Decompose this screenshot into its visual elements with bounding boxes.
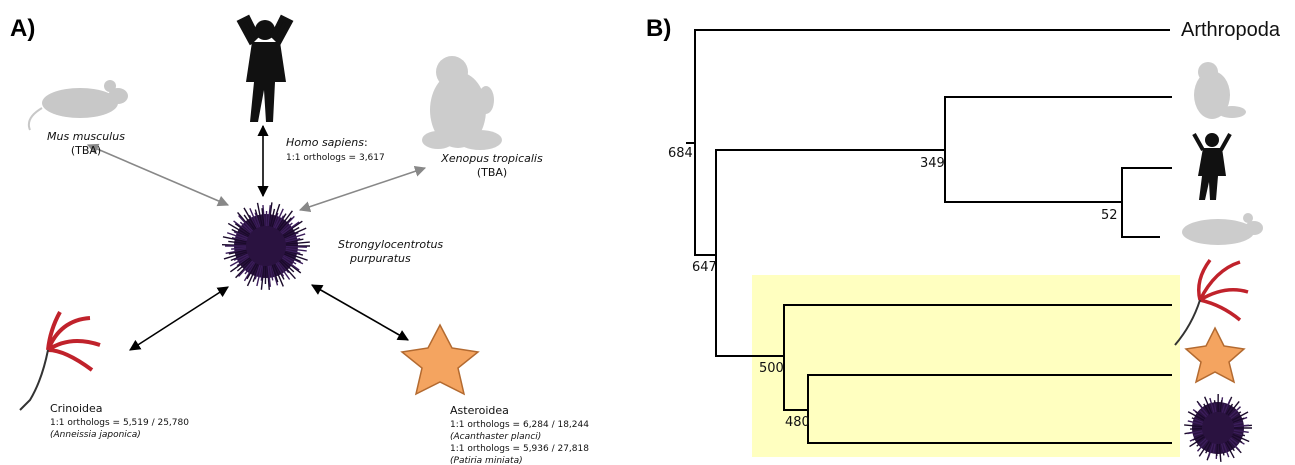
human-icon bbox=[240, 18, 290, 122]
taxon-label: Arthropoda bbox=[1181, 19, 1281, 41]
human-icon bbox=[1194, 133, 1230, 200]
orthologs: 1:1 orthologs = 5,936 / 27,818 bbox=[450, 444, 589, 454]
crinoid-icon bbox=[1175, 260, 1248, 345]
highlight bbox=[752, 275, 1180, 457]
arrow bbox=[300, 168, 425, 210]
group-name: Asteroidea bbox=[450, 404, 509, 417]
urchin-icon bbox=[1184, 394, 1252, 462]
panel-label: A) bbox=[10, 15, 35, 42]
figure: A) Mus musculus (TBA) Homo sapiens: 1:1 … bbox=[0, 0, 1295, 465]
orthologs: 1:1 orthologs = 6,284 / 18,244 bbox=[450, 420, 589, 430]
species-name: (Anneissia japonica) bbox=[50, 430, 141, 440]
panel-label: B) bbox=[646, 15, 671, 42]
group-name: Crinoidea bbox=[50, 402, 103, 415]
urchin-icon bbox=[222, 202, 310, 289]
spine bbox=[222, 245, 246, 246]
support-value: 480 bbox=[785, 415, 810, 430]
mouse-icon bbox=[29, 80, 128, 130]
support-value: 500 bbox=[759, 361, 784, 376]
support-value: 52 bbox=[1101, 208, 1118, 223]
species-note: (TBA) bbox=[71, 144, 101, 157]
species-name: Mus musculus bbox=[47, 130, 125, 143]
species-note: (TBA) bbox=[477, 166, 507, 179]
species-name: Xenopus tropicalis bbox=[440, 152, 543, 165]
arrow bbox=[88, 145, 228, 205]
support-value: 647 bbox=[692, 260, 717, 275]
species-name: (Acanthaster planci) bbox=[450, 432, 541, 442]
orthologs: 1:1 orthologs = 5,519 / 25,780 bbox=[50, 418, 189, 428]
starfish-icon bbox=[402, 325, 478, 394]
arrow bbox=[312, 285, 408, 340]
starfish-icon bbox=[1186, 328, 1244, 382]
species-name: Strongylocentrotus bbox=[338, 238, 443, 251]
support-value: 349 bbox=[920, 156, 945, 171]
frog-icon bbox=[422, 56, 502, 150]
arrow bbox=[130, 287, 228, 350]
spine bbox=[286, 247, 307, 248]
crinoid-icon bbox=[20, 312, 100, 410]
species-name: Homo sapiens bbox=[286, 136, 364, 149]
punctuation: : bbox=[364, 136, 368, 149]
species-name: purpuratus bbox=[349, 252, 411, 265]
support-value: 684 bbox=[668, 146, 693, 161]
orthologs: 1:1 orthologs = 3,617 bbox=[286, 153, 385, 163]
species-name: Homo sapiens: bbox=[286, 136, 368, 149]
species-name: (Patiria miniata) bbox=[450, 456, 523, 465]
frog-icon bbox=[1194, 62, 1246, 119]
mouse-icon bbox=[1182, 213, 1263, 245]
spine bbox=[1217, 444, 1218, 456]
